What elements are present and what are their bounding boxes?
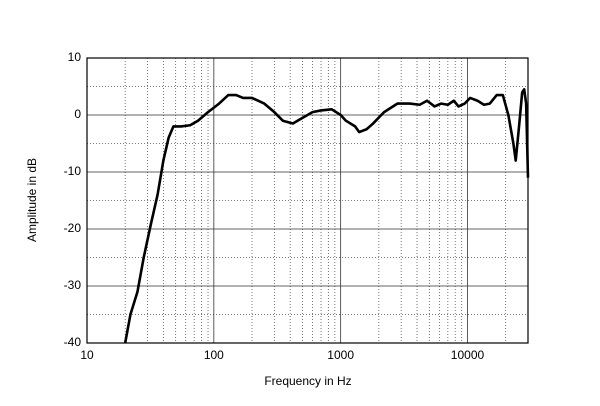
y-tick-label: -20 bbox=[64, 221, 82, 235]
x-tick-label: 100 bbox=[204, 348, 224, 362]
x-tick-label: 10000 bbox=[451, 348, 485, 362]
y-tick-label: -40 bbox=[64, 335, 82, 349]
y-tick-label: 0 bbox=[74, 107, 81, 121]
y-tick-label: -30 bbox=[64, 278, 82, 292]
y-tick-label: -10 bbox=[64, 164, 82, 178]
plot-frame bbox=[86, 57, 529, 344]
response-line bbox=[123, 88, 530, 344]
y-tick-label: 10 bbox=[68, 50, 82, 64]
x-tick-label: 10 bbox=[80, 348, 94, 362]
y-axis-label: Amplitude in dB bbox=[25, 158, 39, 242]
x-axis-label: Frequency in Hz bbox=[264, 374, 351, 388]
x-tick-label: 1000 bbox=[327, 348, 354, 362]
